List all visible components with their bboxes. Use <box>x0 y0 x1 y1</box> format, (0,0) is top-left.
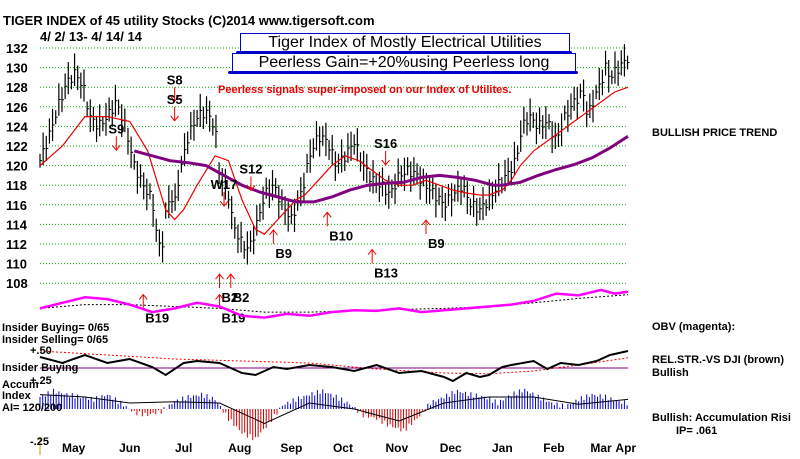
sell-arrow <box>170 106 180 122</box>
signal-label: S5 <box>167 92 183 107</box>
signal-label: B2 <box>233 290 250 305</box>
signal-label: S9 <box>108 121 124 136</box>
relstr-label: REL.STR.-VS DJI (brown) <box>652 354 784 366</box>
buy-arrow <box>322 211 332 227</box>
ip-value: IP= .061 <box>676 425 718 437</box>
insider-selling-ratio: Insider Selling= 0/65 <box>2 334 109 346</box>
x-tick-label: Mar <box>590 441 612 455</box>
y-tick-label: 122 <box>6 139 28 154</box>
signal-label: B9 <box>428 236 445 251</box>
y-tick-label: 120 <box>6 159 28 174</box>
x-tick-label: May <box>62 441 86 455</box>
buy-arrow <box>421 219 431 235</box>
x-tick-label: Aug <box>228 441 251 455</box>
x-tick-label: Jul <box>175 441 192 455</box>
sell-arrow <box>219 192 229 207</box>
accum-status: Bullish: Accumulation Risi <box>652 412 791 424</box>
y-tick-label: 116 <box>6 198 27 213</box>
chart-title: TIGER INDEX of 45 utility Stocks (C)2014… <box>3 13 375 28</box>
insider-buying-ratio: Insider Buying= 0/65 <box>2 322 110 334</box>
signal-label: B2 <box>222 290 239 305</box>
y-tick-label: 118 <box>6 178 27 193</box>
y-tick-label: 132 <box>6 41 28 56</box>
signal-label: B9 <box>275 246 292 261</box>
y-tick-label: 126 <box>6 100 28 115</box>
signal-label: B13 <box>374 266 398 281</box>
signal-label: W17 <box>211 177 238 192</box>
y-tick-label: 124 <box>6 119 28 134</box>
long-moving-average <box>133 134 629 204</box>
insider-buying-label: Insider Buying <box>2 362 79 374</box>
sell-arrow <box>111 136 121 152</box>
y-tick-label: 108 <box>6 276 28 291</box>
index-label: Index <box>2 390 31 402</box>
y-tick-label: 130 <box>6 61 28 76</box>
x-tick-label: Apr <box>615 441 636 455</box>
y-tick-label: 110 <box>6 257 27 272</box>
short-moving-average <box>39 86 629 235</box>
x-tick-label: Jan <box>492 441 513 455</box>
buy-arrow <box>138 293 148 309</box>
title-box-2: Peerless Gain=+20%using Peerless long <box>232 53 576 73</box>
x-tick-label: Oct <box>333 441 353 455</box>
y-tick-label: 114 <box>6 217 28 232</box>
obv-line <box>39 288 629 319</box>
sell-arrow <box>246 176 256 192</box>
signal-label: S8 <box>167 72 183 87</box>
accum-moving-average <box>39 394 629 424</box>
y-tick-label: 112 <box>6 237 27 252</box>
title-box-1: Tiger Index of Mostly Electrical Utiliti… <box>240 33 570 53</box>
x-tick-label: Dec <box>440 441 462 455</box>
title-underline-1 <box>236 51 572 54</box>
date-range: 4/ 2/ 13- 4/ 14/ 14 <box>40 29 142 44</box>
plus50-label: +.50 <box>30 345 52 357</box>
x-tick-label: Sep <box>280 441 302 455</box>
buy-arrow <box>269 229 278 244</box>
sell-arrow <box>170 87 180 103</box>
buy-arrow <box>367 248 377 264</box>
obv-label: OBV (magenta): <box>652 321 736 333</box>
minus25-label: -.25 <box>30 436 49 448</box>
buy-arrow <box>215 273 224 289</box>
signal-label: B19 <box>145 311 169 326</box>
signal-label: B10 <box>329 228 353 243</box>
relstr-line <box>39 350 629 383</box>
y-tick-label: 128 <box>6 80 28 95</box>
signal-label: S12 <box>239 161 262 176</box>
peerless-annotation: Peerless signals super-imposed on our In… <box>218 84 512 96</box>
trend-label: BULLISH PRICE TREND <box>652 127 778 139</box>
relstr-status: Bullish <box>652 367 689 379</box>
accum-label: Accum <box>2 379 39 391</box>
relstr-moving-average <box>39 350 629 375</box>
x-tick-label: Feb <box>543 441 564 455</box>
sell-arrow <box>381 150 391 166</box>
ai-label: AI= 120/200 <box>2 402 63 414</box>
x-tick-label: Jun <box>119 441 140 455</box>
title-underline-2 <box>228 71 578 74</box>
x-tick-label: Nov <box>386 441 409 455</box>
signal-label: S16 <box>374 136 397 151</box>
buy-arrow <box>226 273 236 289</box>
plus25-label: +.25 <box>30 375 52 387</box>
